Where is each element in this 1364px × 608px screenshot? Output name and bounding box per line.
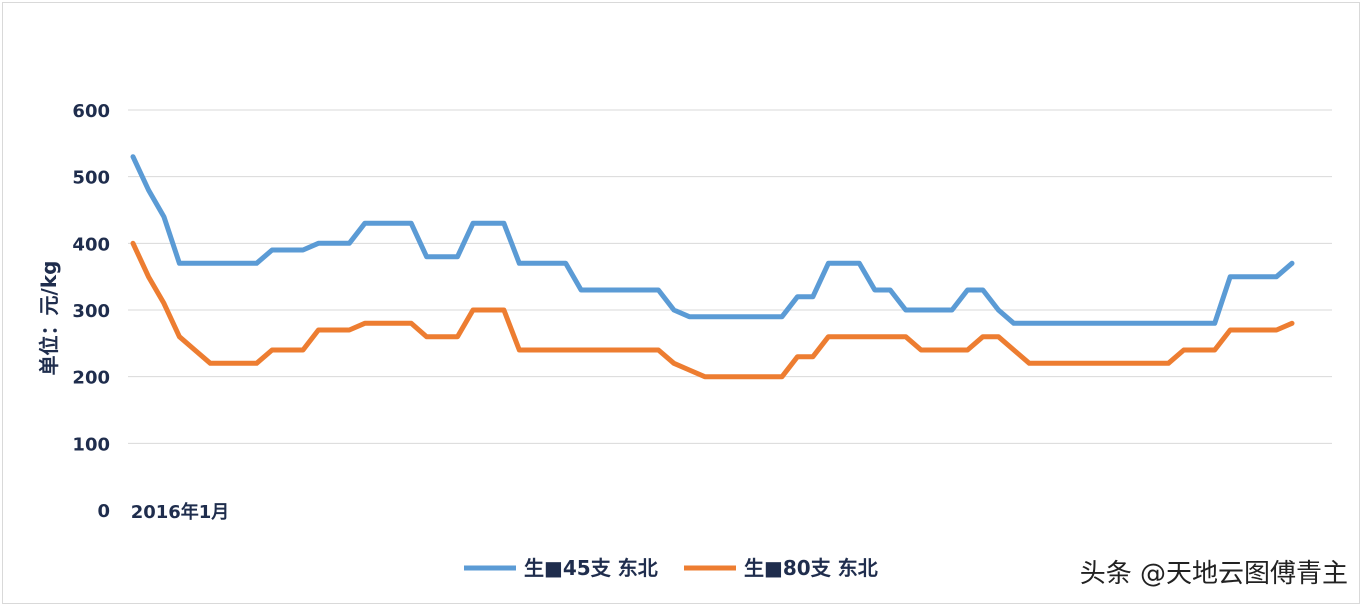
x-tick-first: 2016年1月 bbox=[131, 501, 230, 523]
y-tick-label: 100 bbox=[72, 434, 110, 455]
y-tick-label: 200 bbox=[72, 368, 110, 389]
y-axis-ticks: 0 100 200 300 400 500 600 bbox=[72, 101, 110, 522]
legend-label-2: 生■80支 东北 bbox=[744, 556, 878, 580]
series-line-2 bbox=[130, 240, 1295, 380]
legend-label-1: 生■45支 东北 bbox=[524, 556, 658, 580]
y-tick-label: 600 bbox=[72, 101, 110, 122]
series-line-1 bbox=[130, 154, 1295, 326]
series-lines bbox=[130, 154, 1295, 380]
y-axis-label: 单位：元/kg bbox=[37, 261, 61, 376]
y-tick-label: 400 bbox=[72, 234, 110, 255]
gridlines bbox=[128, 109, 1332, 444]
legend: 生■45支 东北 生■80支 东北 bbox=[464, 556, 878, 580]
watermark: 头条 @天地云图傅青主 bbox=[1080, 559, 1348, 589]
y-tick-label: 0 bbox=[97, 501, 110, 522]
y-tick-label: 300 bbox=[72, 301, 110, 322]
y-tick-label: 500 bbox=[72, 168, 110, 189]
